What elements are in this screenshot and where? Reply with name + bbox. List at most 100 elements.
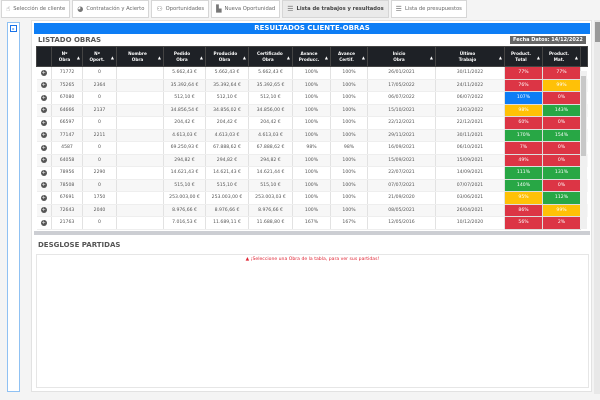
table-cell: 2211	[82, 129, 117, 142]
column-header[interactable]: Inicio Obra ▲	[367, 46, 436, 67]
panel-divider[interactable]	[34, 231, 590, 235]
table-cell: 0%	[542, 178, 581, 192]
sort-icon[interactable]: ▲	[110, 55, 114, 60]
sort-icon[interactable]: ▲	[199, 55, 203, 60]
expand-sidebar-icon[interactable]: ▸	[10, 25, 17, 32]
table-cell: 100%	[292, 129, 331, 142]
expand-row-icon[interactable]: +	[40, 182, 47, 189]
table-cell: 06/10/2021	[435, 141, 505, 155]
table-scrollbar-thumb[interactable]	[581, 76, 586, 156]
table-row[interactable]: +21763 0 7.016,53 €11.689,11 €11.688,80 €1…	[36, 216, 588, 230]
column-header[interactable]: Certificado Obra ▲	[248, 46, 293, 67]
column-header[interactable]: Nombre Obra ▲	[116, 46, 164, 67]
table-cell: 100%	[330, 154, 368, 167]
table-row[interactable]: +64666 2137 34.856,54 €34.856,02 €34.856,0…	[36, 103, 588, 117]
sort-icon[interactable]: ▲	[324, 55, 328, 60]
table-row[interactable]: +72643 2040 8.976,66 €8.976,66 €8.976,66 €…	[36, 203, 588, 217]
table-cell: 5.662,43 €	[163, 66, 206, 80]
sort-icon[interactable]: ▲	[157, 55, 161, 60]
table-cell	[116, 216, 164, 230]
column-header[interactable]: Nº Oport. ▲	[82, 46, 117, 67]
table-cell: 170%	[504, 128, 543, 142]
table-cell: 512,10 €	[248, 91, 293, 105]
desglose-heading: DESGLOSE PARTIDAS	[38, 241, 121, 249]
table-cell: 0%	[542, 91, 581, 105]
table-cell: 24/11/2022	[435, 79, 505, 92]
table-cell: 78508	[51, 179, 83, 192]
sort-icon[interactable]: ▲	[429, 55, 433, 60]
table-row[interactable]: +64058 0 294,82 €294,82 €294,82 €100% 100% 1…	[36, 153, 588, 167]
expand-row-icon[interactable]: +	[40, 107, 47, 114]
expand-row-icon[interactable]: +	[40, 69, 47, 76]
expand-row-icon[interactable]: +	[40, 157, 47, 164]
table-cell: 34.856,54 €	[163, 104, 206, 117]
table-row[interactable]: +75265 2364 35.392,64 €35.392,64 €35.392,6…	[36, 78, 588, 92]
sort-icon[interactable]: ▲	[286, 55, 290, 60]
expand-row-icon[interactable]: +	[40, 194, 47, 201]
table-scrollbar[interactable]	[580, 71, 587, 229]
table-row[interactable]: +67691 1750 253.003,00 €253.003,00 €253.00…	[36, 191, 588, 205]
column-header[interactable]: Producido Obra ▲	[205, 46, 249, 67]
expand-row-icon[interactable]: +	[40, 94, 47, 101]
table-cell: 99%	[542, 203, 581, 217]
sort-icon[interactable]: ▲	[536, 55, 540, 60]
table-row[interactable]: +78956 2290 14.621,43 €14.621,43 €14.621,4…	[36, 166, 588, 180]
table-cell: 0	[82, 66, 117, 80]
table-row[interactable]: +4587 0 69.250,93 €67.888,62 €67.888,62 €9…	[36, 141, 588, 155]
column-header[interactable]: Product. Total ▲	[504, 46, 543, 67]
table-cell: 0	[82, 141, 117, 155]
sort-icon[interactable]: ▲	[498, 55, 502, 60]
column-header[interactable]: Avance Producc. ▲	[292, 46, 331, 67]
main-panel: RESULTADOS CLIENTE-OBRAS LISTADO OBRAS F…	[31, 20, 592, 392]
expand-row-icon[interactable]: +	[40, 132, 47, 139]
table-cell: 100%	[292, 66, 331, 80]
column-header[interactable]: Nº Obra ▲	[51, 46, 83, 67]
table-cell: 34.856,00 €	[248, 104, 293, 117]
column-header[interactable]: Último Trabajo ▲	[435, 46, 505, 67]
expand-row-icon[interactable]: +	[40, 207, 47, 214]
window-scrollbar[interactable]	[594, 20, 600, 394]
tab-label: Lista de trabajos y resultados	[296, 6, 384, 12]
table-cell: 16/09/2021	[367, 141, 436, 155]
table-cell: 08/05/2021	[367, 204, 436, 217]
table-cell: 77%	[504, 66, 543, 80]
tab-5[interactable]: ☰ Lista de presupuestos	[390, 0, 467, 18]
table-row[interactable]: +78508 0 515,10 €515,10 €515,10 €100% 100% 0…	[36, 178, 588, 192]
table-row[interactable]: +71772 0 5.662,43 €5.662,43 €5.662,43 €100…	[36, 66, 588, 80]
table-cell: 100%	[330, 116, 368, 130]
window-scrollbar-thumb[interactable]	[595, 22, 600, 42]
expand-row-icon[interactable]: +	[40, 144, 47, 151]
tab-4[interactable]: ☰ Lista de trabajos y resultados	[282, 0, 389, 18]
table-cell: 294,82 €	[205, 154, 249, 167]
sort-icon[interactable]: ▲	[76, 55, 80, 60]
tab-3[interactable]: ▙ Nueva Oportunidad	[211, 0, 281, 18]
tab-2[interactable]: ⚇ Oportunidades	[151, 0, 210, 18]
sort-icon[interactable]: ▲	[361, 55, 365, 60]
table-cell: 100%	[330, 129, 368, 142]
column-header[interactable]: Product. Mat. ▲	[542, 46, 581, 67]
expand-row-icon[interactable]: +	[40, 119, 47, 126]
table-cell: 100%	[292, 104, 331, 117]
building-icon: ▙	[216, 5, 222, 13]
expand-row-icon[interactable]: +	[40, 82, 47, 89]
table-row[interactable]: +67080 0 512,10 €512,10 €512,10 €100% 100% 0…	[36, 91, 588, 105]
table-row[interactable]: +66597 0 204,42 €204,42 €204,42 €100% 100% 2…	[36, 116, 588, 130]
expand-row-icon[interactable]: +	[40, 219, 47, 226]
sort-icon[interactable]: ▲	[242, 55, 246, 60]
table-cell: 11.688,80 €	[248, 216, 293, 230]
table-cell: 100%	[330, 191, 368, 205]
tab-0[interactable]: ☝ Selección de cliente	[1, 0, 71, 18]
column-header[interactable]: Avance Certif. ▲	[330, 46, 368, 67]
table-row[interactable]: +77147 2211 4.613,03 €4.613,03 €4.613,03 €…	[36, 128, 588, 142]
tab-1[interactable]: ◕ Contratación y Acierto	[72, 0, 150, 18]
column-header[interactable]: Pedido Obra ▲	[163, 46, 206, 67]
table-cell: 15/09/2021	[435, 154, 505, 167]
expand-row-icon[interactable]: +	[40, 169, 47, 176]
table-cell: 0%	[542, 116, 581, 130]
table-cell: 67080	[51, 91, 83, 105]
table-cell: 100%	[330, 66, 368, 80]
table-cell: 99%	[542, 78, 581, 92]
sort-icon[interactable]: ▲	[574, 55, 578, 60]
table-cell: 100%	[330, 79, 368, 92]
table-cell: 95%	[504, 191, 543, 205]
